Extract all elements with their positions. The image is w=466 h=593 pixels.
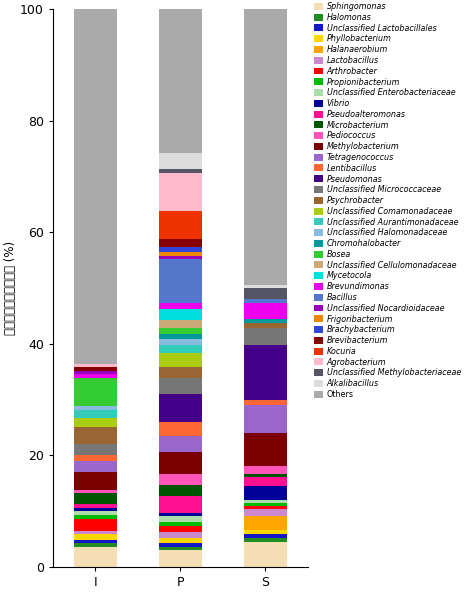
Bar	[244, 328, 287, 345]
Bar	[159, 353, 202, 366]
Bar	[74, 418, 116, 427]
Bar	[74, 540, 116, 543]
Bar	[244, 319, 287, 323]
Bar	[74, 374, 116, 378]
Bar	[244, 509, 287, 516]
Bar	[244, 530, 287, 534]
Bar	[74, 367, 116, 371]
Bar	[159, 394, 202, 422]
Bar	[159, 452, 202, 474]
Bar	[159, 173, 202, 211]
Bar	[74, 515, 116, 519]
Bar	[159, 211, 202, 238]
Bar	[74, 505, 116, 508]
Bar	[159, 531, 202, 538]
Bar	[244, 477, 287, 486]
Bar	[159, 320, 202, 328]
Bar	[74, 493, 116, 505]
Bar	[74, 511, 116, 515]
Bar	[74, 547, 116, 567]
Bar	[244, 9, 287, 285]
Bar	[159, 543, 202, 547]
Bar	[74, 9, 116, 364]
Bar	[159, 516, 202, 522]
Bar	[244, 538, 287, 542]
Bar	[74, 519, 116, 531]
Bar	[74, 508, 116, 511]
Bar	[244, 534, 287, 538]
Bar	[159, 378, 202, 394]
Bar	[244, 474, 287, 477]
Bar	[244, 503, 287, 506]
Bar	[244, 433, 287, 466]
Bar	[244, 299, 287, 302]
Bar	[74, 427, 116, 444]
Bar	[74, 543, 116, 547]
Bar	[244, 516, 287, 530]
Bar	[159, 256, 202, 259]
Bar	[244, 302, 287, 319]
Bar	[159, 538, 202, 543]
Bar	[244, 345, 287, 400]
Bar	[74, 444, 116, 455]
Bar	[244, 400, 287, 405]
Bar	[159, 259, 202, 303]
Bar	[159, 238, 202, 247]
Bar	[244, 499, 287, 503]
Bar	[159, 526, 202, 531]
Bar	[244, 486, 287, 499]
Bar	[74, 406, 116, 410]
Bar	[74, 490, 116, 493]
Bar	[159, 435, 202, 452]
Bar	[244, 466, 287, 474]
Bar	[244, 288, 287, 299]
Bar	[159, 522, 202, 526]
Bar	[159, 328, 202, 333]
Bar	[74, 371, 116, 374]
Bar	[159, 496, 202, 513]
Bar	[74, 531, 116, 534]
Bar	[159, 333, 202, 339]
Bar	[244, 285, 287, 288]
Bar	[159, 309, 202, 320]
Bar	[159, 169, 202, 173]
Bar	[74, 534, 116, 540]
Bar	[244, 323, 287, 328]
Bar	[159, 253, 202, 256]
Bar	[74, 461, 116, 473]
Bar	[159, 550, 202, 567]
Bar	[159, 303, 202, 309]
Bar	[74, 473, 116, 490]
Bar	[159, 152, 202, 169]
Bar	[244, 405, 287, 433]
Bar	[159, 513, 202, 516]
Bar	[159, 247, 202, 253]
Bar	[159, 547, 202, 550]
Bar	[74, 455, 116, 461]
Bar	[244, 506, 287, 509]
Bar	[159, 9, 202, 152]
Bar	[159, 366, 202, 378]
Bar	[244, 542, 287, 567]
Bar	[159, 345, 202, 353]
Bar	[74, 364, 116, 367]
Bar	[159, 485, 202, 496]
Bar	[74, 378, 116, 406]
Bar	[159, 422, 202, 435]
Y-axis label: 微生物属の相対存在比 (%): 微生物属の相対存在比 (%)	[4, 241, 17, 335]
Bar	[74, 410, 116, 418]
Bar	[159, 339, 202, 345]
Bar	[159, 474, 202, 485]
Legend: Sphingomonas, Halomonas, Unclassified Lactobacillales, Phyllobacterium, Halanaer: Sphingomonas, Halomonas, Unclassified La…	[315, 2, 461, 399]
